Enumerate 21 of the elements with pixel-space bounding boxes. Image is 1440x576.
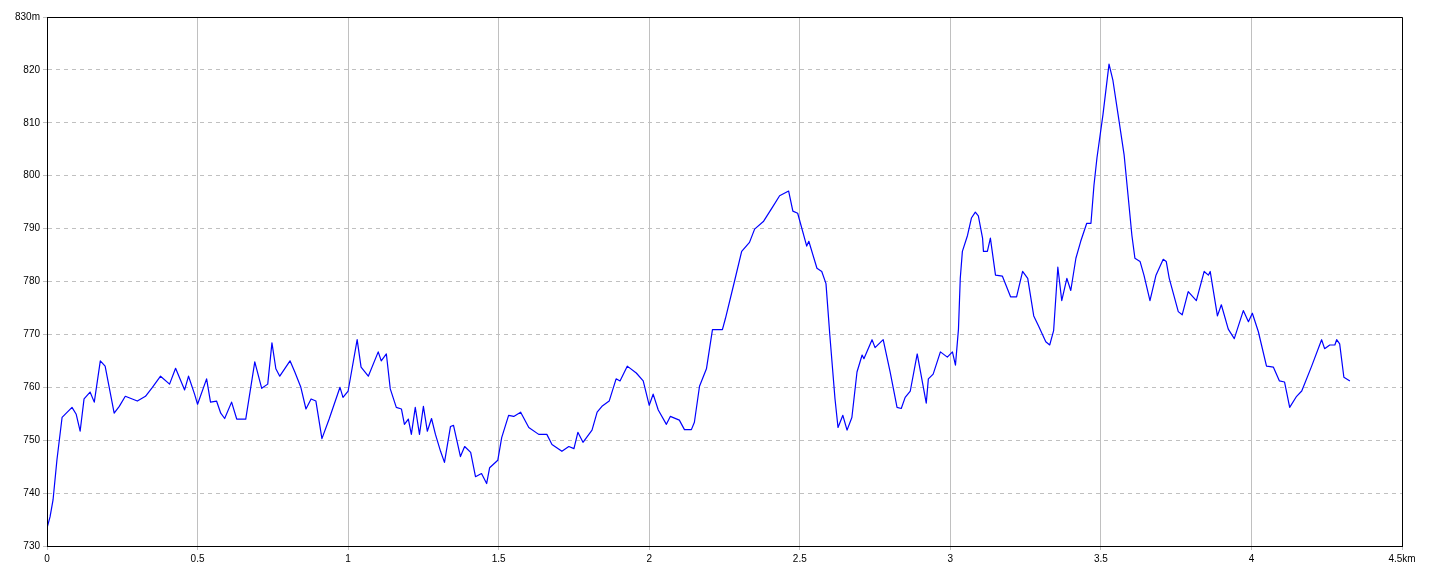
y-tick-label: 830m [15, 10, 41, 22]
x-tick-label: 0.5 [190, 552, 205, 564]
x-tick-label: 0 [44, 552, 51, 564]
x-tick-label: 2.5 [792, 552, 808, 564]
y-tick-label: 770 [23, 328, 41, 340]
x-tick-label: 2 [646, 552, 653, 564]
y-tick-label: 750 [23, 433, 41, 445]
x-tick-label: 4 [1248, 552, 1255, 564]
x-tick-label: 3.5 [1093, 552, 1109, 564]
x-tick-label: 1 [345, 552, 352, 564]
y-tick-label: 800 [23, 169, 41, 181]
y-tick-label: 810 [23, 116, 41, 128]
y-tick-label: 740 [23, 486, 41, 498]
x-tick-label: 4.5km [1388, 552, 1416, 564]
y-tick-label: 780 [23, 275, 41, 287]
y-tick-label: 820 [23, 63, 41, 75]
y-tick-label: 730 [23, 539, 41, 551]
x-tick-label: 1.5 [491, 552, 507, 564]
y-tick-label: 760 [23, 381, 41, 393]
y-tick-label: 790 [23, 222, 41, 234]
x-tick-label: 3 [947, 552, 954, 564]
